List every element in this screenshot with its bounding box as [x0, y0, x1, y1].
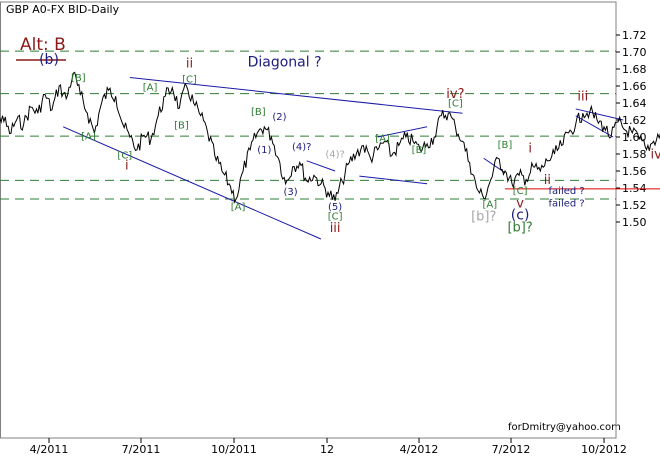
diagonal-lower-line	[62, 126, 322, 240]
y-tick-label: 1.60	[622, 131, 647, 144]
wave-label: failed ?	[549, 186, 585, 197]
channel-line-5	[575, 115, 614, 138]
wave-label: [C]	[448, 98, 463, 109]
y-tick-label: 1.58	[622, 148, 647, 161]
wave-label: (2)	[272, 112, 286, 123]
channel-line-2	[359, 175, 428, 185]
channel-line-4	[575, 108, 624, 121]
wave-label: [C]	[182, 75, 197, 86]
wave-label: iii	[330, 221, 341, 236]
x-tick-label: 12	[320, 443, 334, 456]
wave-label: [b]?	[471, 209, 496, 224]
wave-label: [C]	[117, 150, 132, 161]
y-tick-label: 1.56	[622, 165, 647, 178]
x-tick-label: 4/2012	[400, 443, 439, 456]
y-tick-label: 1.50	[622, 216, 647, 229]
wave-label: (4)?	[292, 142, 311, 153]
wave-label: [C]	[513, 186, 528, 197]
channel-line-1	[306, 160, 336, 172]
wave-label: (5)	[328, 202, 342, 213]
y-tick-label: 1.62	[622, 114, 647, 127]
wave-label: [B]	[174, 121, 189, 132]
wave-label: (3)	[284, 187, 298, 198]
wave-label: (c)	[511, 207, 530, 223]
credit-text: forDmitry@yahoo.com	[508, 422, 621, 433]
x-tick-label: 7/2011	[122, 443, 161, 456]
wave-label: [A]	[81, 132, 96, 143]
wave-label: [B]	[412, 145, 427, 156]
wave-label: i	[528, 141, 532, 156]
wave-label: [A]	[231, 202, 246, 213]
x-tick-label: 10/2011	[211, 443, 257, 456]
wave-label: (1)	[257, 145, 271, 156]
wave-label: ii	[544, 173, 551, 188]
x-tick-label: 7/2012	[492, 443, 531, 456]
wave-label: iv?	[651, 147, 660, 162]
wave-label: v	[516, 197, 524, 212]
y-tick-label: 1.70	[622, 46, 647, 59]
wave-label: [A]	[482, 200, 497, 211]
plot-frame	[0, 1, 617, 439]
wave-label: [A]	[375, 133, 390, 144]
channel-line-3	[377, 126, 428, 138]
wave-label: (b)	[39, 52, 59, 68]
wave-label: [C]	[328, 211, 343, 222]
chart-subtitle: Alt: B	[20, 35, 66, 55]
wave-label: [B]	[71, 73, 86, 84]
wave-label: (4)?	[325, 149, 344, 160]
y-tick-label: 1.66	[622, 80, 647, 93]
wave-label: [B]	[498, 140, 513, 151]
x-tick-label: 4/2011	[30, 443, 69, 456]
wave-label: iv?	[446, 87, 464, 102]
wave-label: [b]?	[507, 220, 532, 235]
wave-label: failed ?	[549, 199, 585, 210]
y-tick-label: 1.72	[622, 29, 647, 42]
wave-label: [B]	[251, 107, 266, 118]
wave-label: iii	[577, 89, 588, 104]
y-tick-label: 1.52	[622, 199, 647, 212]
x-tick-label: 10/2012	[581, 443, 627, 456]
wave-label: Diagonal ?	[248, 54, 322, 70]
wave-label: [A]	[143, 82, 158, 93]
wave-label: ii	[186, 56, 193, 71]
chart-title: GBP A0-FX BID-Daily	[6, 3, 120, 16]
wave-label: i	[125, 158, 129, 173]
price-line	[0, 71, 660, 204]
y-tick-label: 1.64	[622, 97, 647, 110]
y-tick-label: 1.68	[622, 63, 647, 76]
